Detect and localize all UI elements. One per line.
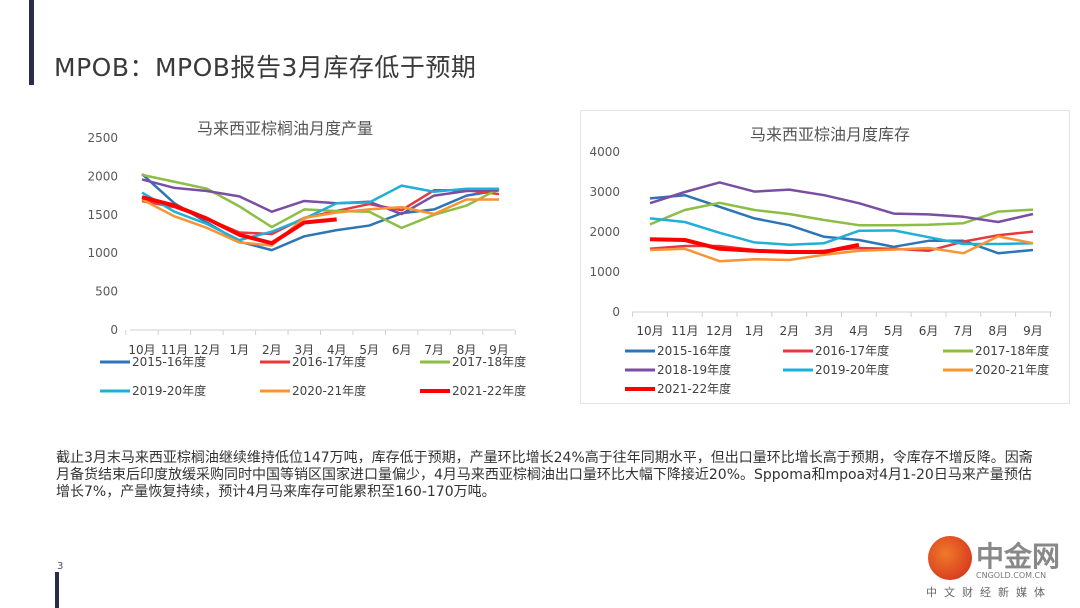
- series-line-2021-22年度: [649, 237, 860, 254]
- y-tick-label: 0: [110, 323, 118, 337]
- page-number: 3: [57, 561, 64, 572]
- logo-url: CNGOLD.COM.CN: [976, 571, 1047, 580]
- y-tick-label: 2500: [87, 131, 118, 145]
- legend-label: 2021-22年度: [657, 381, 731, 396]
- x-tick-label: 1月: [745, 324, 765, 338]
- x-tick-label: 1月: [230, 343, 250, 357]
- y-tick-label: 4000: [589, 145, 620, 159]
- legend-label: 2019-20年度: [815, 362, 889, 377]
- series-line-2019-20年度: [649, 217, 1034, 247]
- x-tick-label: 6月: [919, 324, 939, 338]
- summary-paragraph: 截止3月末马来西亚棕榈油继续维持低位147万吨，库存低于预期，产量环比增长24%…: [56, 450, 1033, 500]
- series-line-2015-16年度: [141, 173, 500, 252]
- x-tick-label: 3月: [294, 343, 314, 357]
- legend-label: 2015-16年度: [132, 354, 206, 369]
- y-tick-label: 1500: [87, 208, 118, 222]
- series-line-2021-22年度: [141, 195, 337, 246]
- x-tick-label: 6月: [392, 343, 412, 357]
- logo-emblem-icon: [928, 536, 972, 580]
- x-tick-label: 4月: [849, 324, 869, 338]
- series-line-2018-19年度: [141, 178, 500, 216]
- y-tick-label: 2000: [589, 225, 620, 239]
- inventory-chart: 马来西亚棕油月度库存 0 1000 2000 3000 4000 10月 11月 12月 1月 2月…: [580, 110, 1070, 404]
- production-chart: 马来西亚棕榈油月度产量 0 500 1000 1500 2000 2500 10月 11月 12月…: [87, 119, 526, 398]
- accent-bar-top: [29, 0, 34, 85]
- x-tick-label: 9月: [1023, 324, 1043, 338]
- legend-label: 2017-18年度: [975, 343, 1049, 358]
- x-tick-label: 9月: [489, 343, 509, 357]
- x-tick-label: 3月: [814, 324, 834, 338]
- x-tick-label: 8月: [457, 343, 477, 357]
- legend-label: 2019-20年度: [132, 383, 206, 398]
- x-tick-label: 12月: [706, 324, 733, 338]
- y-tick-label: 500: [95, 285, 118, 299]
- accent-bar-bottom: [55, 572, 59, 608]
- cngold-logo: 中金网 CNGOLD.COM.CN 中文财经新媒体: [918, 533, 1078, 605]
- x-tick-label: 11月: [671, 324, 698, 338]
- y-tick-label: 1000: [87, 246, 118, 260]
- legend-label: 2016-17年度: [292, 354, 366, 369]
- legend-label: 2020-21年度: [292, 383, 366, 398]
- legend-label: 2018-19年度: [657, 362, 731, 377]
- series-line-2018-19年度: [649, 181, 1034, 224]
- x-tick-label: 12月: [193, 343, 220, 357]
- y-tick-label: 3000: [589, 185, 620, 199]
- series-line-2017-18年度: [649, 201, 1034, 227]
- x-tick-label: 5月: [884, 324, 904, 338]
- legend-label: 2016-17年度: [815, 343, 889, 358]
- series-line-2020-21年度: [141, 198, 499, 247]
- legend-label: 2020-21年度: [975, 362, 1049, 377]
- chart-title: 马来西亚棕油月度库存: [750, 125, 910, 144]
- x-tick-label: 11月: [161, 343, 188, 357]
- x-tick-label: 2月: [779, 324, 799, 338]
- x-tick-label: 4月: [327, 343, 347, 357]
- series-line-2020-21年度: [649, 235, 1034, 263]
- y-tick-label: 1000: [589, 265, 620, 279]
- x-tick-label: 2月: [262, 343, 282, 357]
- y-tick-label: 2000: [87, 169, 118, 183]
- series-line-2019-20年度: [141, 184, 499, 242]
- x-tick-label: 10月: [128, 343, 155, 357]
- x-tick-label: 10月: [636, 324, 663, 338]
- page-title: MPOB：MPOB报告3月库存低于预期: [54, 53, 477, 82]
- x-tick-label: 7月: [954, 324, 974, 338]
- chart-title: 马来西亚棕榈油月度产量: [197, 119, 373, 138]
- y-tick-label: 0: [612, 305, 620, 319]
- legend-label: 2017-18年度: [452, 354, 526, 369]
- logo-tagline: 中文财经新媒体: [926, 586, 1052, 599]
- logo-name: 中金网: [976, 540, 1061, 573]
- legend-label: 2015-16年度: [657, 343, 731, 358]
- chart-frame: [580, 110, 1070, 404]
- x-tick-label: 7月: [424, 343, 444, 357]
- x-tick-label: 8月: [988, 324, 1008, 338]
- x-tick-label: 5月: [359, 343, 379, 357]
- legend-label: 2021-22年度: [452, 383, 526, 398]
